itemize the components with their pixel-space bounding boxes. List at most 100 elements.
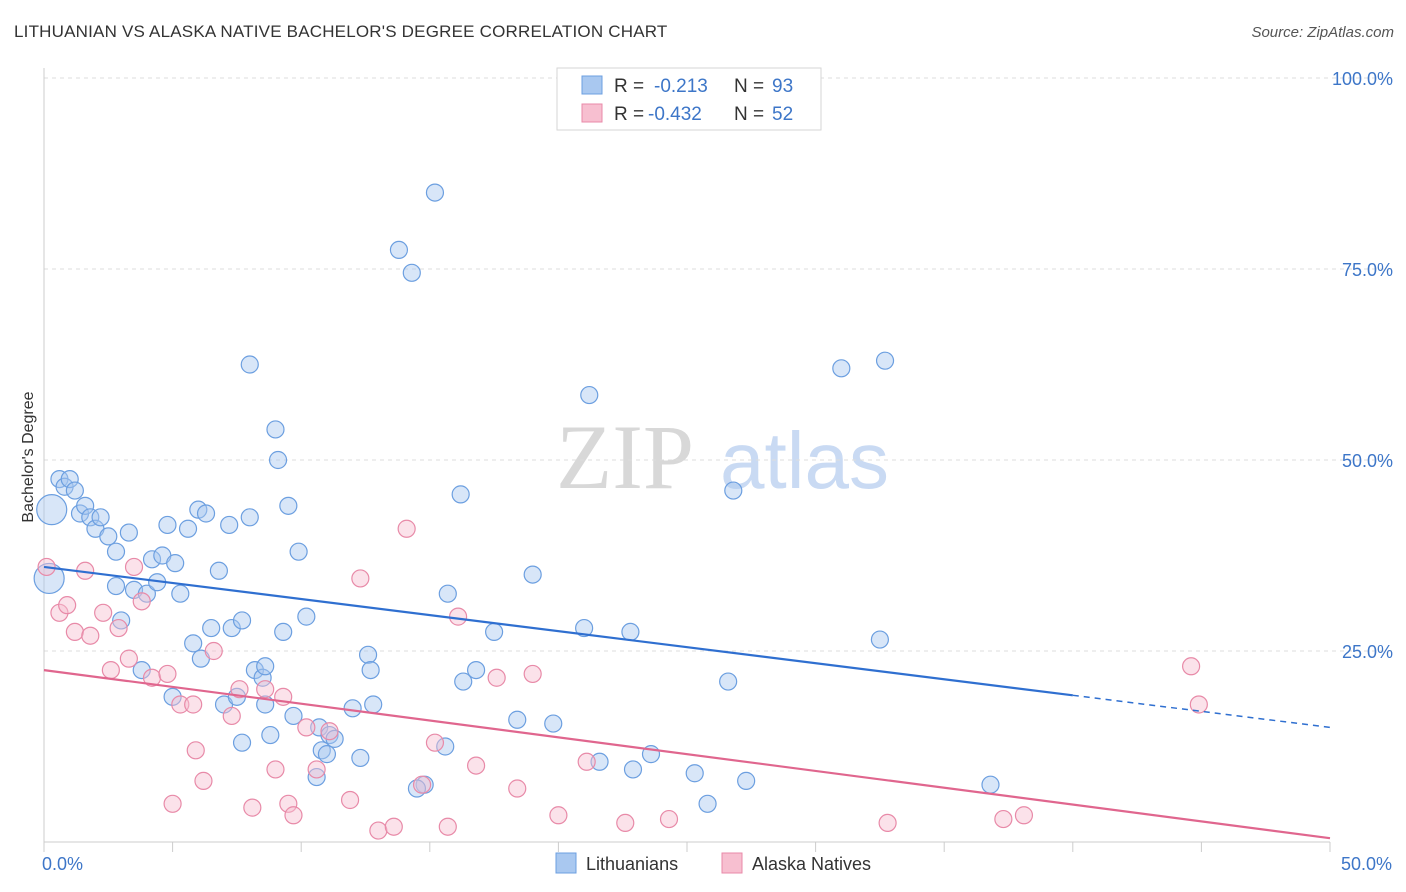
x-tick-label-max: 50.0% <box>1341 854 1392 874</box>
lithuanians-point <box>454 672 473 691</box>
lithuanians-point <box>351 748 370 768</box>
alaska-natives-point <box>412 775 432 794</box>
alaska-natives-point <box>369 821 388 840</box>
series-legend-label-alaska-natives: Alaska Natives <box>752 854 871 874</box>
lithuanians-point <box>451 485 470 504</box>
chart-title: LITHUANIAN VS ALASKA NATIVE BACHELOR'S D… <box>14 22 668 41</box>
alaska-natives-point <box>508 779 527 798</box>
alaska-natives-point <box>132 592 151 611</box>
lithuanians-point <box>220 515 239 535</box>
stats-legend-r-value-alaska-natives: -0.432 <box>648 104 702 125</box>
lithuanians-point <box>76 496 95 515</box>
lithuanians-point <box>65 481 84 500</box>
stats-legend-n-label-lithuanians: N = <box>734 76 764 97</box>
lithuanians-point <box>832 359 851 378</box>
y-tick-label: 25.0% <box>1342 642 1393 662</box>
lithuanians-point <box>99 527 118 546</box>
series-legend-swatch-lithuanians <box>555 852 577 874</box>
alaska-natives-point <box>438 817 457 836</box>
alaska-natives-point <box>109 618 128 638</box>
alaska-natives-point <box>307 760 326 779</box>
alaska-natives-point <box>81 626 100 645</box>
lithuanians-point <box>178 519 198 538</box>
lithuanians-point <box>81 508 100 527</box>
lithuanians-point <box>343 699 362 718</box>
y-axis-label: Bachelor's Degree <box>20 391 37 522</box>
lithuanians-point <box>222 618 241 638</box>
trend-lines <box>43 565 1331 840</box>
lithuanians-point <box>364 695 383 714</box>
lithuanians-point <box>196 504 216 523</box>
stats-legend-r-value-lithuanians: -0.213 <box>654 76 708 97</box>
lithuanians-point <box>425 183 445 202</box>
lithuanians-point <box>685 764 704 783</box>
stats-legend-n-value-lithuanians: 93 <box>772 76 793 97</box>
series-alaska-natives-points <box>37 519 1208 840</box>
lithuanians-point <box>436 737 455 756</box>
series-legend-label-lithuanians: Lithuanians <box>586 854 678 874</box>
lithuanians-point <box>621 622 640 642</box>
alaska-natives-point <box>577 752 596 771</box>
y-tick-label: 100.0% <box>1332 69 1393 89</box>
alaska-natives-point <box>184 695 203 714</box>
alaska-natives-trend-line <box>43 669 1331 840</box>
alaska-natives-point <box>659 809 679 829</box>
alaska-natives-point <box>1189 695 1208 714</box>
lithuanians-point <box>575 618 594 638</box>
alaska-natives-point <box>124 557 144 577</box>
lithuanians-point <box>317 745 337 764</box>
lithuanians-point <box>279 496 298 515</box>
lithuanians-point <box>310 718 329 737</box>
lithuanians-point <box>719 672 738 691</box>
lithuanians-point <box>466 660 486 680</box>
watermark-zip: ZIP <box>556 406 694 508</box>
lithuanians-point <box>544 714 563 733</box>
lithuanians-point <box>171 584 190 603</box>
lithuanians-point <box>875 351 895 370</box>
lithuanians-point <box>623 760 643 779</box>
lithuanians-point <box>163 687 182 706</box>
alaska-natives-point <box>94 603 113 622</box>
lithuanians-point <box>698 794 717 813</box>
lithuanians-point <box>36 494 68 526</box>
alaska-natives-point <box>194 771 213 790</box>
alaska-natives-point <box>158 664 177 684</box>
lithuanians-point <box>389 240 409 259</box>
alaska-natives-point <box>186 741 205 760</box>
alaska-natives-point <box>284 806 303 825</box>
lithuanians-point <box>266 420 285 439</box>
alaska-natives-point <box>266 760 285 779</box>
alaska-natives-point <box>230 680 249 699</box>
lithuanians-point <box>737 771 756 790</box>
lithuanians-trend-line <box>43 565 1073 697</box>
alaska-natives-point <box>163 794 182 813</box>
lithuanians-point <box>60 470 79 489</box>
lithuanians-point <box>590 752 609 771</box>
lithuanians-point <box>289 542 308 561</box>
stats-legend: R = -0.213 N = 93 R = -0.432 N = 52 <box>556 67 822 131</box>
stats-legend-n-value-alaska-natives: 52 <box>772 104 793 125</box>
lithuanians-point <box>485 622 504 642</box>
lithuanians-point <box>166 554 185 573</box>
alaska-natives-point <box>58 596 77 615</box>
lithuanians-point <box>261 725 280 745</box>
y-tick-label: 75.0% <box>1342 260 1393 280</box>
alaska-natives-point <box>448 607 468 626</box>
alaska-natives-point <box>256 680 275 699</box>
alaska-natives-point <box>523 664 542 684</box>
alaska-natives-point <box>297 718 316 737</box>
lithuanians-point <box>184 634 203 653</box>
alaska-natives-point <box>65 622 84 642</box>
alaska-natives-point <box>101 660 120 680</box>
series-legend: Lithuanians Alaska Natives <box>555 852 871 874</box>
alaska-natives-point <box>119 649 138 668</box>
lithuanians-point <box>142 550 162 569</box>
lithuanians-point <box>209 561 228 580</box>
alaska-natives-point <box>142 668 162 687</box>
lithuanians-point <box>91 508 110 527</box>
lithuanians-point <box>132 660 151 680</box>
alaska-natives-point <box>279 794 298 813</box>
alaska-natives-point <box>171 695 190 714</box>
lithuanians-point <box>284 706 303 726</box>
